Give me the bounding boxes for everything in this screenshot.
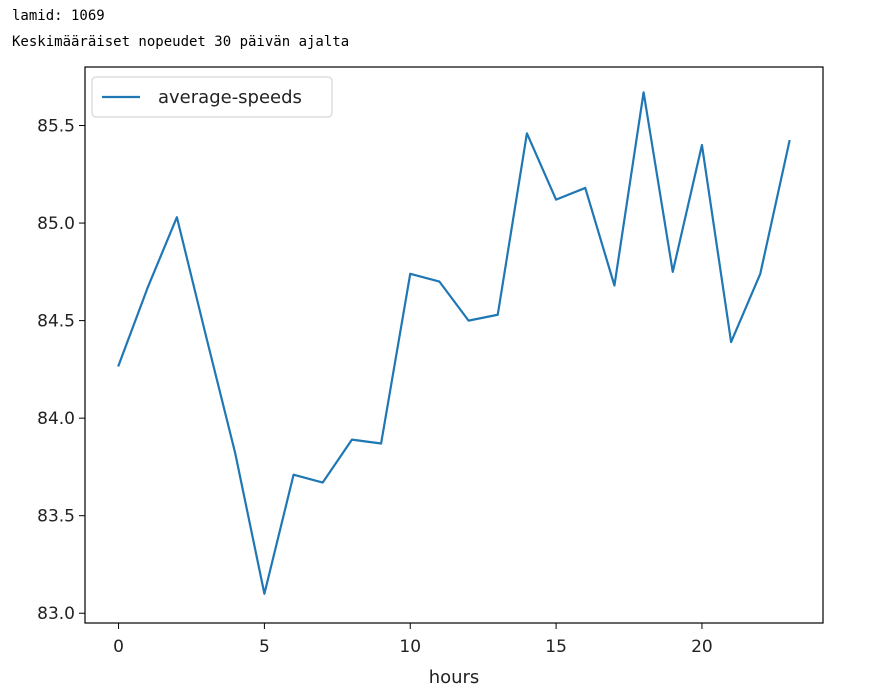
x-tick-label: 15	[545, 637, 567, 657]
x-tick-label: 10	[399, 637, 421, 657]
legend-box	[91, 76, 333, 118]
y-tick-label: 84.5	[37, 312, 75, 332]
y-tick-label: 85.5	[37, 117, 75, 137]
x-axis-label: hours	[429, 667, 480, 688]
legend-entry-label: average-speeds	[158, 87, 302, 108]
x-tick-label: 20	[691, 637, 713, 657]
plot-area	[84, 66, 824, 624]
x-axis-ticks: 0 5 10 15 20	[113, 623, 713, 657]
legend: average-speeds	[91, 76, 333, 118]
series-line-average-speeds	[117, 91, 791, 595]
y-tick-label: 85.0	[37, 214, 75, 234]
axes-frame	[84, 66, 824, 624]
x-tick-label: 5	[259, 637, 270, 657]
y-tick-label: 84.0	[37, 409, 75, 429]
output-line-title: Keskimääräiset nopeudet 30 päivän ajalta	[12, 34, 350, 50]
y-axis-ticks: 83.0 83.5 84.0 84.5 85.0 85.5	[37, 117, 85, 624]
x-tick-label: 0	[113, 637, 124, 657]
output-line-id: lamid: 1069	[12, 8, 105, 24]
y-tick-label: 83.0	[37, 604, 75, 624]
y-tick-label: 83.5	[37, 507, 75, 527]
